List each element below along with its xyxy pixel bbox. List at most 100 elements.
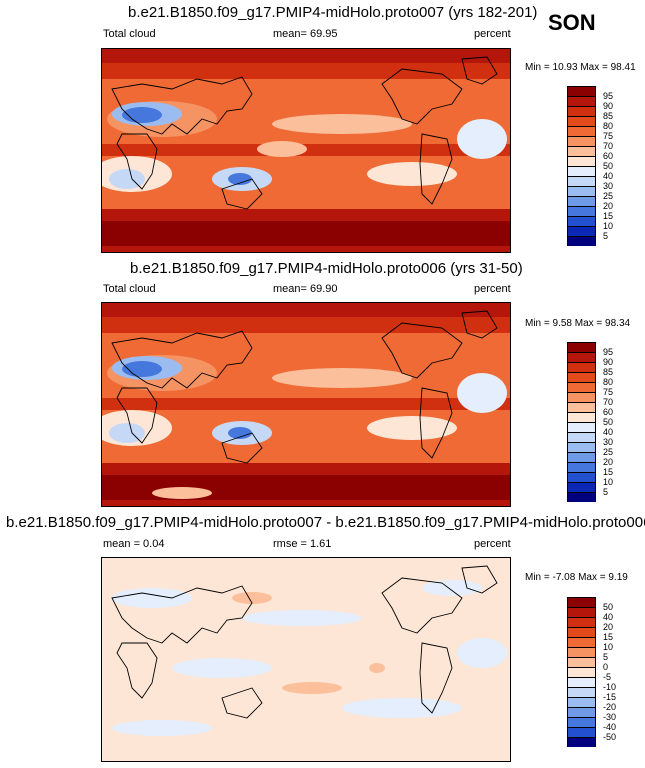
panel3-colorbar-label: -15 [603,692,617,702]
panel2-swatch [567,462,596,472]
panel3-colorbar-label: -40 [603,722,617,732]
panel3-colorbar-label: -10 [603,682,617,692]
panel3-colorbar-label: 10 [603,642,614,652]
panel1-colorbar-label: 85 [603,111,614,121]
panel2-map [101,302,511,507]
panel3-swatch [567,627,596,637]
panel3-swatch [567,697,596,707]
panel2-title: b.e21.B1850.f09_g17.PMIP4-midHolo.proto0… [130,260,523,277]
panel2-swatch [567,372,596,382]
panel2-colorbar-label: 15 [603,467,614,477]
panel3-colorbar-label: 5 [603,652,609,662]
panel1-colorbar-label: 25 [603,191,614,201]
panel1-swatch [567,86,596,96]
panel1-cloud-field [102,49,510,252]
panel3-swatch [567,737,596,747]
panel3-swatch [567,597,596,607]
panel2-swatch [567,382,596,392]
panel2-colorbar-label: 30 [603,437,614,447]
panel1-colorbar-label: 20 [603,201,614,211]
panel1-swatch [567,206,596,216]
panel1-colorbar-label: 90 [603,101,614,111]
panel3-colorbar-label: 50 [603,602,614,612]
panel3-swatch [567,637,596,647]
panel2-swatch [567,442,596,452]
panel2-swatch [567,482,596,492]
panel1-mean-label: mean= 69.95 [273,28,338,40]
panel3-colorbar-label: -20 [603,702,617,712]
panel3-units-label: percent [474,538,511,550]
panel2-colorbar-label: 85 [603,367,614,377]
panel2-swatch [567,422,596,432]
panel2-variable-label: Total cloud [103,283,156,295]
panel2-minmax: Min = 9.58 Max = 98.34 [525,318,631,329]
panel3-swatch [567,617,596,627]
panel3-swatch [567,717,596,727]
panel1-colorbar-label: 70 [603,141,614,151]
panel3-colorbar-label: -30 [603,712,617,722]
season-label: SON [548,10,596,35]
panel3-swatch [567,687,596,697]
panel2-colorbar-label: 25 [603,447,614,457]
panel2-colorbar-label: 95 [603,347,614,357]
panel1-colorbar-label: 5 [603,231,609,241]
panel3-colorbar-label: 15 [603,632,614,642]
panel1-minmax: Min = 10.93 Max = 98.41 [525,62,636,73]
panel1-map [101,48,511,253]
panel2-swatch [567,402,596,412]
panel1-swatch [567,226,596,236]
panel1-colorbar-label: 40 [603,171,614,181]
panel1-swatch [567,116,596,126]
panel3-diff-field [102,558,510,761]
panel2-swatch [567,492,596,502]
panel1-colorbar-label: 30 [603,181,614,191]
panel1-swatch [567,126,596,136]
panel1-swatch [567,236,596,246]
panel1-colorbar-label: 60 [603,151,614,161]
panel3-swatch [567,667,596,677]
panel3-colorbar-label: 20 [603,622,614,632]
panel1-swatch [567,136,596,146]
panel2-mean-label: mean= 69.90 [273,283,338,295]
panel1-colorbar-label: 75 [603,131,614,141]
panel3-swatch [567,647,596,657]
panel2-colorbar-label: 10 [603,477,614,487]
panel2-colorbar-label: 20 [603,457,614,467]
panel1-swatch [567,106,596,116]
panel2-swatch [567,362,596,372]
panel1-swatch [567,186,596,196]
panel2-colorbar-label: 40 [603,427,614,437]
panel3-swatch [567,657,596,667]
panel3-swatch [567,607,596,617]
panel3-minmax: Min = -7.08 Max = 9.19 [525,572,628,583]
panel2-units-label: percent [474,283,511,295]
panel1-title: b.e21.B1850.f09_g17.PMIP4-midHolo.proto0… [128,4,538,21]
panel3-map [101,557,511,762]
panel1-swatch [567,216,596,226]
panel3-colorbar-label: 0 [603,662,609,672]
panel2-swatch [567,352,596,362]
panel2-swatch [567,412,596,422]
panel2-swatch [567,392,596,402]
panel3-rmse-label: rmse = 1.61 [273,538,332,550]
panel2-colorbar-label: 75 [603,387,614,397]
panel1-colorbar-label: 80 [603,121,614,131]
panel3-colorbar-label: 40 [603,612,614,622]
panel2-colorbar-label: 5 [603,487,609,497]
panel2-swatch [567,342,596,352]
panel1-swatch [567,156,596,166]
panel3-colorbar-label: -5 [603,672,612,682]
panel1-swatch [567,166,596,176]
panel2-swatch [567,432,596,442]
panel2-colorbar: 95 90 85 80 75 70 60 50 40 30 25 20 15 1… [567,342,613,502]
panel1-colorbar-label: 50 [603,161,614,171]
panel2-swatch [567,452,596,462]
panel3-colorbar-label: -50 [603,732,617,742]
panel1-swatch [567,146,596,156]
panel3-title: b.e21.B1850.f09_g17.PMIP4-midHolo.proto0… [6,514,645,531]
panel3-swatch [567,677,596,687]
panel1-colorbar-label: 10 [603,221,614,231]
panel1-colorbar-label: 15 [603,211,614,221]
panel1-swatch [567,96,596,106]
panel1-swatch [567,176,596,186]
